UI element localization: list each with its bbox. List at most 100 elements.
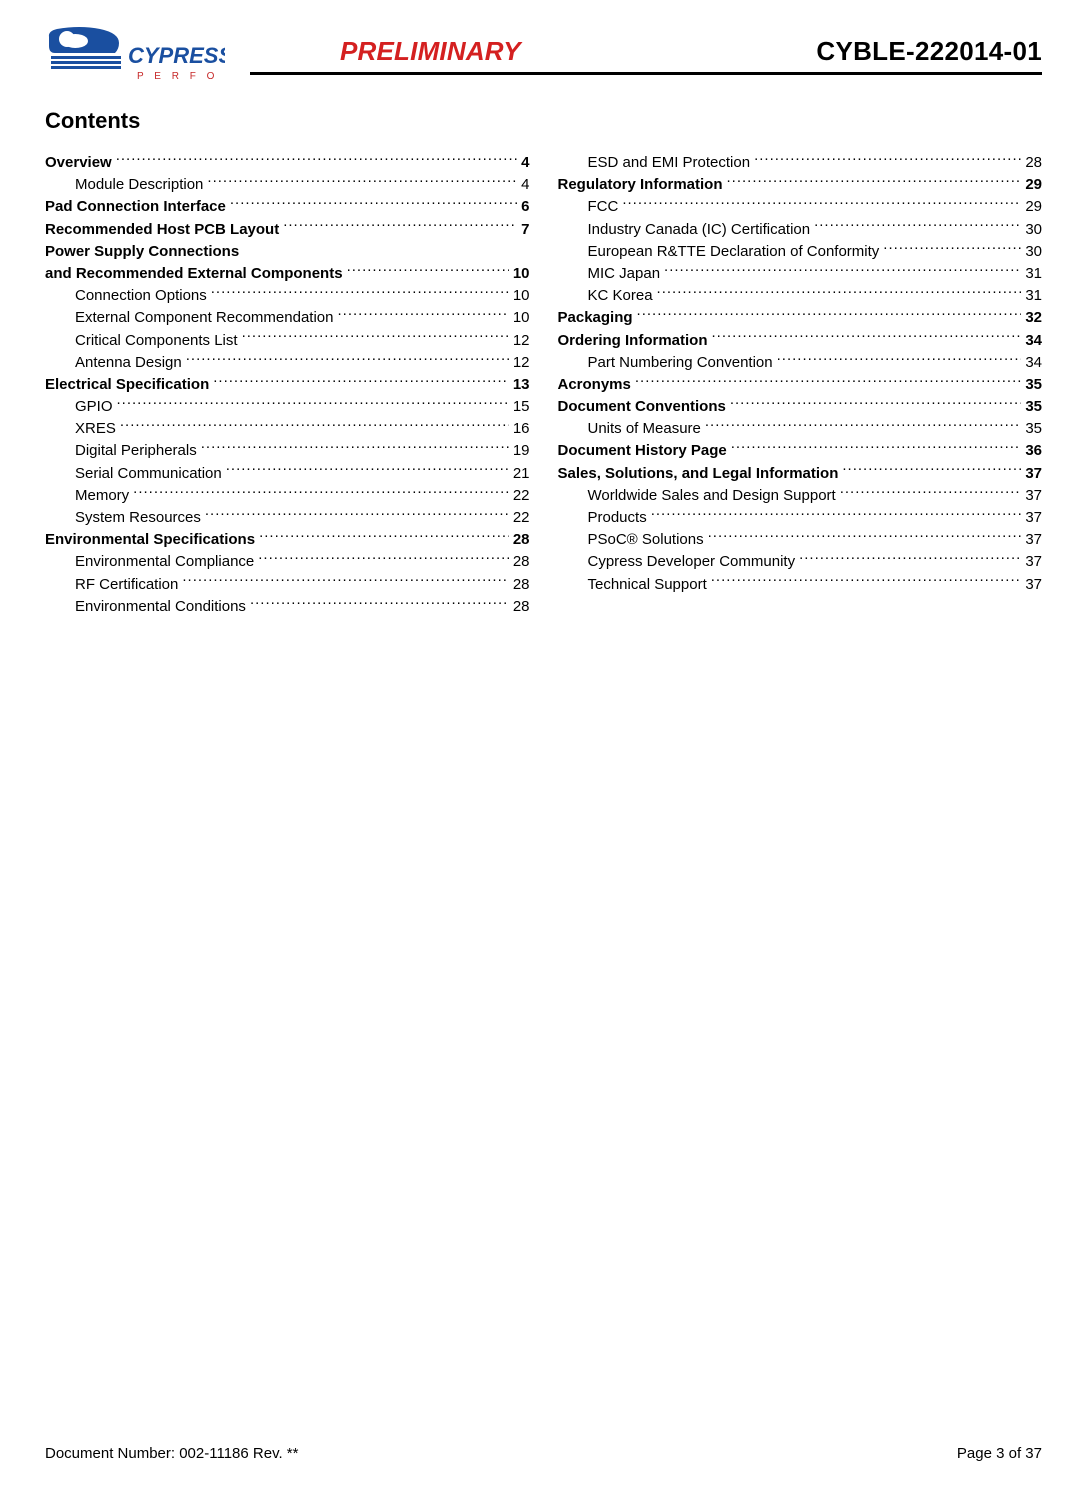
toc-leader-dots (337, 307, 508, 322)
toc-entry-page: 22 (509, 485, 530, 507)
toc-entry-page: 16 (509, 418, 530, 440)
toc-entry-page: 19 (509, 440, 530, 462)
toc-entry-label: Memory (75, 485, 133, 507)
toc-entry-page: 12 (509, 330, 530, 352)
toc-entry: Digital Peripherals 19 (45, 440, 530, 462)
toc-entry-label: Products (588, 507, 651, 529)
toc-entry-label: Serial Communication (75, 463, 226, 485)
toc-leader-dots (117, 396, 509, 411)
toc-entry-page: 10 (509, 285, 530, 307)
toc-entry-label: Antenna Design (75, 352, 186, 374)
svg-text:P E R F O R M: P E R F O R M (137, 71, 225, 82)
toc-entry-page: 37 (1021, 529, 1042, 551)
toc-entry-page: 4 (517, 174, 529, 196)
toc-entry-label: Ordering Information (558, 330, 712, 352)
page-header: CYPRESS P E R F O R M PRELIMINARY CYBLE-… (45, 20, 1042, 90)
toc-entry: Document Conventions35 (558, 396, 1043, 418)
toc-entry-page: 15 (509, 396, 530, 418)
toc-entry-label: MIC Japan (588, 263, 665, 285)
toc-entry-label: System Resources (75, 507, 205, 529)
toc-entry: Recommended Host PCB Layout7 (45, 219, 530, 241)
toc-entry: External Component Recommendation10 (45, 307, 530, 329)
toc-entry-page: 37 (1021, 574, 1042, 596)
toc-leader-dots (712, 330, 1022, 345)
toc-entry: KC Korea31 (558, 285, 1043, 307)
toc-entry: ESD and EMI Protection28 (558, 152, 1043, 174)
toc-leader-dots (242, 330, 509, 345)
toc-entry-page: 35 (1021, 396, 1042, 418)
toc-entry-page: 12 (509, 352, 530, 374)
toc-entry-page: 28 (509, 596, 530, 618)
toc-entry-page: 28 (509, 574, 530, 596)
toc-leader-dots (133, 485, 509, 500)
toc-entry: Regulatory Information29 (558, 174, 1043, 196)
toc-entry: Power Supply Connections (45, 241, 530, 263)
toc-entry: MIC Japan 31 (558, 263, 1043, 285)
toc-leader-dots (754, 152, 1021, 167)
toc-leader-dots (205, 507, 509, 522)
toc-entry-label: and Recommended External Components (45, 263, 347, 285)
toc-entry: Antenna Design 12 (45, 352, 530, 374)
toc-leader-dots (186, 352, 509, 367)
toc-leader-dots (201, 440, 509, 455)
toc-entry-page: 35 (1021, 374, 1042, 396)
toc-entry: Environmental Conditions28 (45, 596, 530, 618)
toc-entry-page: 28 (509, 551, 530, 573)
toc-entry: Industry Canada (IC) Certification30 (558, 219, 1043, 241)
toc-entry: Units of Measure35 (558, 418, 1043, 440)
toc-entry-label: Digital Peripherals (75, 440, 201, 462)
toc-leader-dots (842, 463, 1021, 478)
toc-entry-label: Acronyms (558, 374, 635, 396)
toc-entry-label: ESD and EMI Protection (588, 152, 755, 174)
contents-heading: Contents (45, 108, 1042, 134)
toc-entry-page: 22 (509, 507, 530, 529)
toc-entry: Ordering Information 34 (558, 330, 1043, 352)
toc-column-left: Overview4Module Description4Pad Connecti… (45, 152, 530, 618)
page-footer: Document Number: 002-11186 Rev. ** Page … (45, 1445, 1042, 1462)
toc-entry-label: Industry Canada (IC) Certification (588, 219, 815, 241)
toc-leader-dots (708, 529, 1022, 544)
toc-entry-page: 28 (509, 529, 530, 551)
toc-entry: Critical Components List12 (45, 330, 530, 352)
toc-entry-page: 32 (1021, 307, 1042, 329)
toc-entry: Worldwide Sales and Design Support37 (558, 485, 1043, 507)
toc-entry-page: 29 (1021, 174, 1042, 196)
toc-entry-page: 21 (509, 463, 530, 485)
header-right: PRELIMINARY CYBLE-222014-01 (250, 36, 1042, 75)
toc-entry-label: Packaging (558, 307, 637, 329)
toc-entry-label: Cypress Developer Community (588, 551, 800, 573)
toc-column-right: ESD and EMI Protection28Regulatory Infor… (558, 152, 1043, 618)
toc-leader-dots (213, 374, 509, 389)
toc-entry: Environmental Compliance28 (45, 551, 530, 573)
header-rule (250, 72, 1042, 75)
toc-entry-page: 4 (517, 152, 529, 174)
toc-leader-dots (651, 507, 1022, 522)
toc-entry-label: FCC (588, 196, 623, 218)
cypress-logo: CYPRESS P E R F O R M (45, 23, 225, 87)
preliminary-label: PRELIMINARY (340, 36, 521, 67)
toc-leader-dots (116, 152, 517, 167)
toc-entry: and Recommended External Components10 (45, 263, 530, 285)
toc-entry-page: 31 (1021, 285, 1042, 307)
toc-entry-label: RF Certification (75, 574, 182, 596)
toc-entry: Document History Page36 (558, 440, 1043, 462)
toc-leader-dots (883, 241, 1021, 256)
toc-entry-label: PSoC® Solutions (588, 529, 708, 551)
toc-leader-dots (347, 263, 509, 278)
toc-entry-page: 37 (1021, 551, 1042, 573)
toc-leader-dots (731, 440, 1022, 455)
toc-entry-label: European R&TTE Declaration of Conformity (588, 241, 884, 263)
toc-leader-dots (250, 596, 509, 611)
toc-entry: Electrical Specification13 (45, 374, 530, 396)
toc-entry-label: Connection Options (75, 285, 211, 307)
toc-entry: Serial Communication 21 (45, 463, 530, 485)
svg-text:CYPRESS: CYPRESS (128, 43, 225, 68)
toc-entry-page: 31 (1021, 263, 1042, 285)
toc-leader-dots (705, 418, 1021, 433)
toc-entry: Part Numbering Convention34 (558, 352, 1043, 374)
toc-entry-label: Pad Connection Interface (45, 196, 230, 218)
toc-entry-page: 34 (1021, 330, 1042, 352)
toc-entry-page: 10 (509, 307, 530, 329)
toc-leader-dots (840, 485, 1022, 500)
toc-entry-label: Electrical Specification (45, 374, 213, 396)
